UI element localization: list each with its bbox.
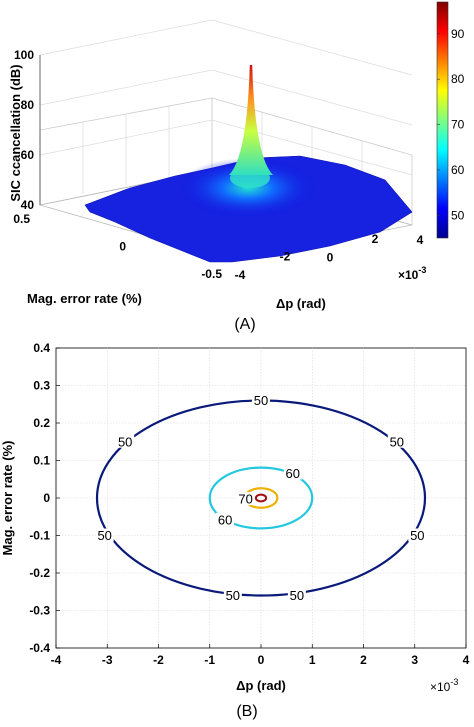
x-tick-label: -1 [204, 653, 215, 667]
panel-label-a: (A) [234, 316, 255, 333]
z-gridline-right [211, 69, 413, 126]
z-tick-label: 60 [21, 148, 35, 162]
x-tick-label: 4 [417, 233, 424, 247]
contour-x-tick-labels: -4 -3 -2 -1 0 1 2 3 4 [51, 644, 470, 667]
y-tick-labels: 0.5 0 -0.5 [13, 212, 222, 281]
z-tick-label: 40 [21, 198, 35, 212]
y-tick-label: 0 [43, 491, 50, 505]
x-tick-label: -4 [235, 268, 246, 282]
contour-lines: 50 50 50 50 50 50 50 60 60 70 [95, 393, 427, 603]
contour-label-bg [236, 492, 255, 506]
y-tick-label: -0.3 [29, 604, 50, 618]
colorbar-tick-label: 60 [451, 163, 465, 177]
y-tick-label: 0 [119, 240, 126, 254]
contour-label: 50 [290, 588, 304, 603]
z-axis-label: SIC ccancellation (dB) [8, 64, 23, 201]
y-tick-label: 0.4 [33, 341, 50, 355]
z-gridline-right [211, 19, 413, 76]
contour-label: 50 [410, 528, 424, 543]
z-gridline-left [39, 19, 213, 56]
contour-label-bg [283, 466, 302, 480]
x-tick-label: -2 [153, 653, 164, 667]
y-axis-label: Mag. error rate (%) [27, 291, 142, 306]
z-gridline-left [39, 69, 213, 106]
x-tick-label: 3 [411, 653, 418, 667]
contour-label-bg [223, 588, 242, 602]
contour-label-bg [387, 434, 406, 448]
contour-x-multiplier-exp: -3 [450, 677, 458, 687]
x-tick-label: -3 [102, 653, 113, 667]
x-multiplier: ×10-3 [398, 265, 426, 282]
panel-label-b: (B) [236, 703, 257, 720]
z-tick-label: 100 [14, 48, 34, 62]
contour-label-bg [95, 528, 114, 542]
contour-label: 50 [254, 393, 268, 408]
contour-x-multiplier: ×10-3 [430, 677, 458, 694]
y-tick-label: -0.4 [29, 641, 50, 655]
x-tick-labels: -4 -2 0 2 4 [235, 232, 424, 282]
y-tick-label: -0.1 [29, 529, 50, 543]
x-axis-label: Δp (rad) [276, 296, 326, 311]
contour-label-bg [216, 512, 235, 526]
contour-label: 50 [226, 588, 240, 603]
colorbar-tick-label: 90 [451, 27, 465, 41]
contour-label: 60 [218, 512, 232, 527]
x-tick-label: 2 [372, 232, 379, 246]
contour-label-bg [116, 434, 135, 448]
contour-line-60 [208, 466, 314, 530]
contour-label-bg [287, 588, 306, 602]
z-tick-label: 80 [21, 98, 35, 112]
contour-y-tick-labels: 0.4 0.3 0.2 0.1 0 -0.1 -0.2 -0.3 -0.4 [29, 341, 60, 655]
colorbar-tick-label: 80 [451, 72, 465, 86]
y-tick-label: 0.2 [33, 416, 50, 430]
x-tick-label: 4 [463, 653, 470, 667]
x-tick-label: 1 [309, 653, 316, 667]
y-tick-label: 0.5 [13, 212, 30, 226]
contour-x-axis-label: Δp (rad) [236, 678, 286, 693]
x-tick-label: 2 [360, 653, 367, 667]
y-tick-label: 0.3 [33, 379, 50, 393]
y-tick-label: -0.2 [29, 566, 50, 580]
contour-label-bg [408, 528, 427, 542]
x-tick-label: 0 [327, 251, 334, 265]
x-multiplier-base: ×10 [398, 268, 419, 282]
contour-label: 60 [286, 466, 300, 481]
colorbar [436, 1, 449, 239]
colorbar-tick-label: 50 [451, 208, 465, 222]
x-multiplier-exp: -3 [418, 265, 426, 275]
z-tick-labels: 40 60 80 100 [14, 48, 34, 212]
surface-peak-spike [229, 65, 273, 175]
contour-x-multiplier-base: ×10 [430, 680, 451, 694]
surface-peak-glow [178, 158, 318, 218]
x-tick-label: 0 [258, 653, 265, 667]
x-tick-label: -2 [280, 249, 291, 263]
contour-line-90 [254, 493, 268, 503]
colorbar-tick-labels: 50 60 70 80 90 [437, 27, 465, 222]
contour-y-axis-label: Mag. error rate (%) [0, 441, 15, 556]
y-tick-label: 0.1 [33, 454, 50, 468]
contour-label: 70 [238, 492, 252, 507]
contour-label: 50 [97, 528, 111, 543]
contour-label: 50 [390, 434, 404, 449]
contour-label-bg [252, 393, 270, 407]
x-tick-label: -4 [51, 653, 62, 667]
contour-label: 50 [118, 434, 132, 449]
y-tick-label: -0.5 [201, 267, 222, 281]
colorbar-tick-label: 70 [451, 118, 465, 132]
